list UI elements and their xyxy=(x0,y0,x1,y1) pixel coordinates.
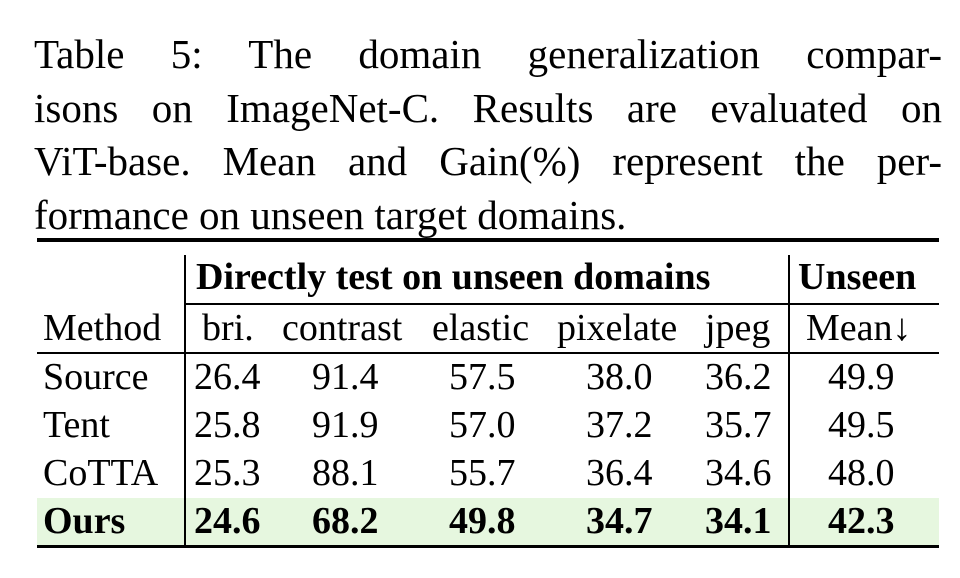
table-caption: Table 5: The domain generalization compa… xyxy=(34,28,942,242)
column-header-mean: Mean↓ xyxy=(806,307,912,349)
table-cell: 38.0 xyxy=(586,356,653,398)
table-bottom-rule xyxy=(37,545,939,548)
table-cell: 37.2 xyxy=(586,404,653,446)
table-cell: 25.3 xyxy=(194,452,261,494)
caption-line: formance on unseen target domains. xyxy=(34,191,627,238)
group-header-rule xyxy=(186,303,939,305)
table-cell: 34.1 xyxy=(705,500,772,542)
table-cell: 36.4 xyxy=(586,452,653,494)
row-method-ours: Ours xyxy=(43,500,126,542)
table-cell: 88.1 xyxy=(312,452,379,494)
group-header-unseen: Unseen xyxy=(798,256,917,298)
method-column-divider xyxy=(184,255,186,546)
table-cell: 57.5 xyxy=(449,356,516,398)
table-cell: 26.4 xyxy=(194,356,261,398)
table-cell: 48.0 xyxy=(828,452,895,494)
table-cell: 55.7 xyxy=(449,452,516,494)
table-top-rule xyxy=(37,238,939,242)
column-header-pixelate: pixelate xyxy=(557,307,678,349)
table-cell: 49.5 xyxy=(828,404,895,446)
table-cell: 34.6 xyxy=(705,452,772,494)
column-header-method: Method xyxy=(43,307,162,349)
row-method-source: Source xyxy=(43,356,149,398)
table-cell: 25.8 xyxy=(194,404,261,446)
table-cell: 24.6 xyxy=(194,500,261,542)
table-cell: 91.9 xyxy=(312,404,379,446)
column-header-bri: bri. xyxy=(202,307,254,349)
row-method-cotta: CoTTA xyxy=(43,452,159,494)
column-header-elastic: elastic xyxy=(432,307,530,349)
table-cell: 34.7 xyxy=(586,500,653,542)
column-header-jpeg: jpeg xyxy=(705,307,771,349)
caption-line: isons on ImageNet-C. Results are evaluat… xyxy=(34,84,942,131)
table-cell: 49.8 xyxy=(449,500,516,542)
mean-column-divider xyxy=(788,255,790,546)
caption-line: Table 5: The domain generalization compa… xyxy=(34,31,942,77)
header-rule xyxy=(37,352,939,354)
table-cell: 42.3 xyxy=(828,500,895,542)
table-cell: 57.0 xyxy=(449,404,516,446)
table-cell: 68.2 xyxy=(312,500,379,542)
table-cell: 91.4 xyxy=(312,356,379,398)
row-method-tent: Tent xyxy=(43,404,110,446)
caption-line: ViT-base. Mean and Gain(%) represent the… xyxy=(34,138,942,184)
group-header-directly: Directly test on unseen domains xyxy=(196,256,711,298)
column-header-contrast: contrast xyxy=(282,307,403,349)
table-cell: 49.9 xyxy=(828,356,895,398)
table-cell: 36.2 xyxy=(705,356,772,398)
table-cell: 35.7 xyxy=(705,404,772,446)
